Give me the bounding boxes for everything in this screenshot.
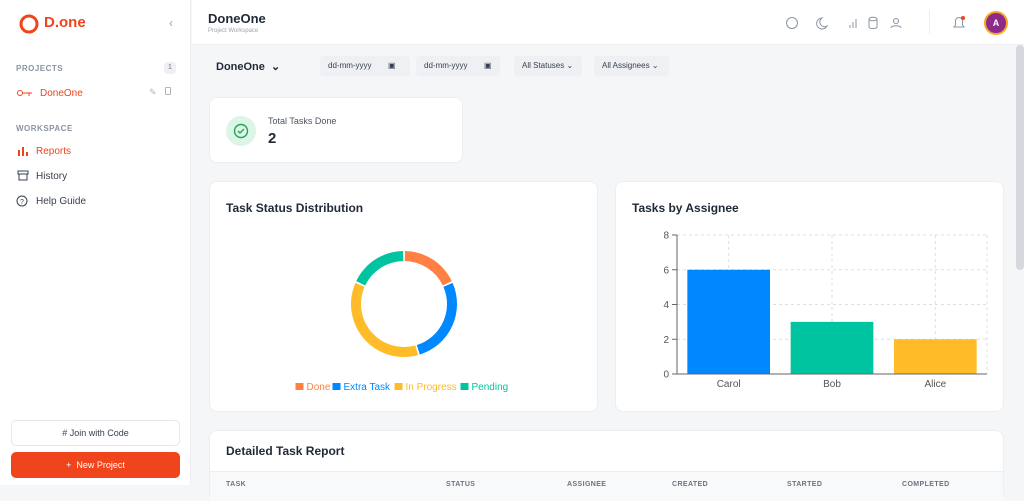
x-tick-label: Alice xyxy=(924,379,946,390)
bar xyxy=(894,339,977,374)
nav-item[interactable]: History xyxy=(36,171,68,182)
notifications[interactable] xyxy=(951,15,967,31)
assignee-select[interactable]: All Assignees ⌄ xyxy=(594,56,669,76)
select-value: All Statuses xyxy=(522,61,565,70)
donut-chart: Task Status Distribution Done Extra Task In… xyxy=(226,201,509,393)
header-title: DoneOne xyxy=(208,11,266,26)
select-value: DoneOne xyxy=(216,61,265,73)
toolbar-icons[interactable] xyxy=(784,15,924,31)
history-icon xyxy=(17,170,29,181)
header: DoneOne Project Workspace A xyxy=(192,0,1024,45)
summary-value: 2 xyxy=(268,130,277,147)
summary-label: Total Tasks Done xyxy=(268,116,337,126)
date-from[interactable]: dd-mm-yyyy ▣ xyxy=(320,56,410,76)
delete-icon[interactable] xyxy=(165,87,171,95)
chart-title: Tasks by Assignee xyxy=(632,201,739,215)
svg-text:?: ? xyxy=(20,199,24,206)
reports-icon xyxy=(18,147,28,156)
new-project-button[interactable]: + New Project xyxy=(11,452,180,478)
check-icon xyxy=(226,116,256,146)
legend-label: Done xyxy=(307,382,331,393)
scrollbar[interactable] xyxy=(1016,45,1024,270)
logo-icon xyxy=(19,14,39,34)
placeholder: dd-mm-yyyy xyxy=(328,61,372,70)
count-badge: 1 xyxy=(164,62,176,74)
join-button[interactable]: # Join with Code xyxy=(11,420,180,446)
header-subtitle: Project Workspace xyxy=(208,28,259,34)
edit-icon[interactable]: ✎ xyxy=(149,87,157,97)
donut-segment xyxy=(351,282,419,357)
project-select[interactable]: DoneOne ⌄ xyxy=(216,61,281,73)
table-header: TASK STATUS ASSIGNEE CREATED STARTED COMPLETE… xyxy=(210,471,1003,501)
button-label: New Project xyxy=(76,460,125,470)
x-tick-label: Carol xyxy=(717,379,741,390)
logo: D.one xyxy=(44,14,86,31)
legend-label: Pending xyxy=(472,382,509,393)
legend-swatch xyxy=(394,383,403,390)
bar xyxy=(687,269,770,374)
chart-card: Task Status Distribution Done Extra Task In… xyxy=(209,181,598,412)
select-value: All Assignees xyxy=(602,61,650,70)
y-tick-label: 0 xyxy=(663,370,669,381)
bar xyxy=(790,321,874,374)
date-to[interactable]: dd-mm-yyyy ▣ xyxy=(416,56,500,76)
status-select[interactable]: All Statuses ⌄ xyxy=(514,56,582,76)
y-tick-label: 2 xyxy=(663,335,669,346)
project-item[interactable]: DoneOne xyxy=(40,88,83,99)
table-title: Detailed Task Report xyxy=(226,444,345,458)
x-tick-label: Bob xyxy=(823,379,841,390)
nav-item[interactable]: Help Guide xyxy=(36,196,87,207)
legend-swatch xyxy=(295,383,304,390)
y-tick-label: 6 xyxy=(663,265,669,276)
legend-label: In Progress xyxy=(406,382,457,393)
key-icon xyxy=(17,90,32,96)
sidebar: D.one ‹ PROJECTS 1 DoneOne ✎ WORKSPACE R… xyxy=(0,0,191,485)
table-card: Detailed Task Report TASK STATUS ASSIGNEE C… xyxy=(209,430,1004,501)
bar-chart: Tasks by Assignee 0 2 4 6 8 Carol Bob Alice xyxy=(632,201,988,390)
chart-card: Tasks by Assignee 0 2 4 6 8 Carol Bob Alice xyxy=(615,181,1004,412)
y-tick-label: 8 xyxy=(663,231,669,242)
help-icon: ? xyxy=(16,195,28,207)
button-label: Join with Code xyxy=(69,428,129,438)
section-label: PROJECTS xyxy=(16,64,64,73)
section-label: WORKSPACE xyxy=(16,124,73,133)
summary-card: Total Tasks Done 2 xyxy=(209,97,463,163)
avatar[interactable]: A xyxy=(984,11,1008,35)
chart-title: Task Status Distribution xyxy=(226,201,363,215)
donut-segment xyxy=(356,251,404,286)
legend-swatch xyxy=(332,383,341,390)
donut-segment xyxy=(404,251,452,286)
legend-label: Extra Task xyxy=(344,382,391,393)
donut-segment xyxy=(416,282,457,355)
placeholder: dd-mm-yyyy xyxy=(424,61,468,70)
nav-item[interactable]: Reports xyxy=(36,146,72,157)
collapse[interactable]: ‹ xyxy=(169,16,173,30)
legend-swatch xyxy=(460,383,469,390)
y-tick-label: 4 xyxy=(663,300,669,311)
